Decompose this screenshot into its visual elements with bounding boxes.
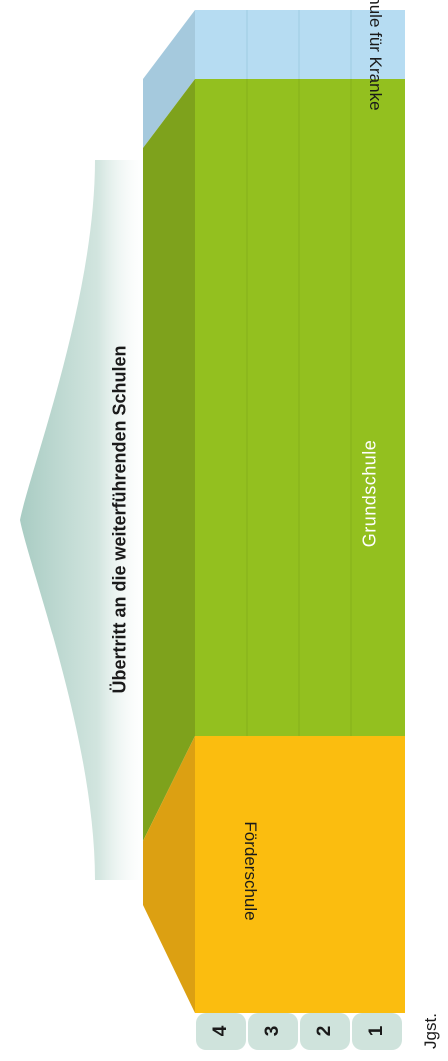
grade-tab-3 bbox=[248, 1013, 298, 1050]
grade-tab-4 bbox=[196, 1013, 246, 1050]
grade-tab-2 bbox=[300, 1013, 350, 1050]
grade-number-3: 3 bbox=[262, 1025, 283, 1037]
grundschule-label: Grundschule bbox=[359, 439, 380, 548]
grundschule-side bbox=[143, 79, 195, 841]
grade-number-2: 2 bbox=[314, 1025, 335, 1037]
foerderschule-side bbox=[143, 736, 195, 1013]
krankenschule-side bbox=[143, 10, 195, 148]
transition-label: Übertritt an die weiterführenden Schulen bbox=[109, 345, 130, 694]
grade-tab-1 bbox=[352, 1013, 402, 1050]
foerderschule-box bbox=[195, 736, 405, 1013]
grade-number-4: 4 bbox=[210, 1025, 231, 1037]
foerderschule-label: Förderschule bbox=[241, 821, 260, 921]
krankenschule-label: Schule für Kranke bbox=[366, 0, 385, 111]
krankenschule-box bbox=[195, 10, 405, 79]
grade-number-1: 1 bbox=[366, 1025, 387, 1037]
grade-caption: Jgst. bbox=[421, 1013, 440, 1049]
grundschule-box bbox=[195, 79, 405, 736]
transition-arrow bbox=[20, 160, 150, 880]
